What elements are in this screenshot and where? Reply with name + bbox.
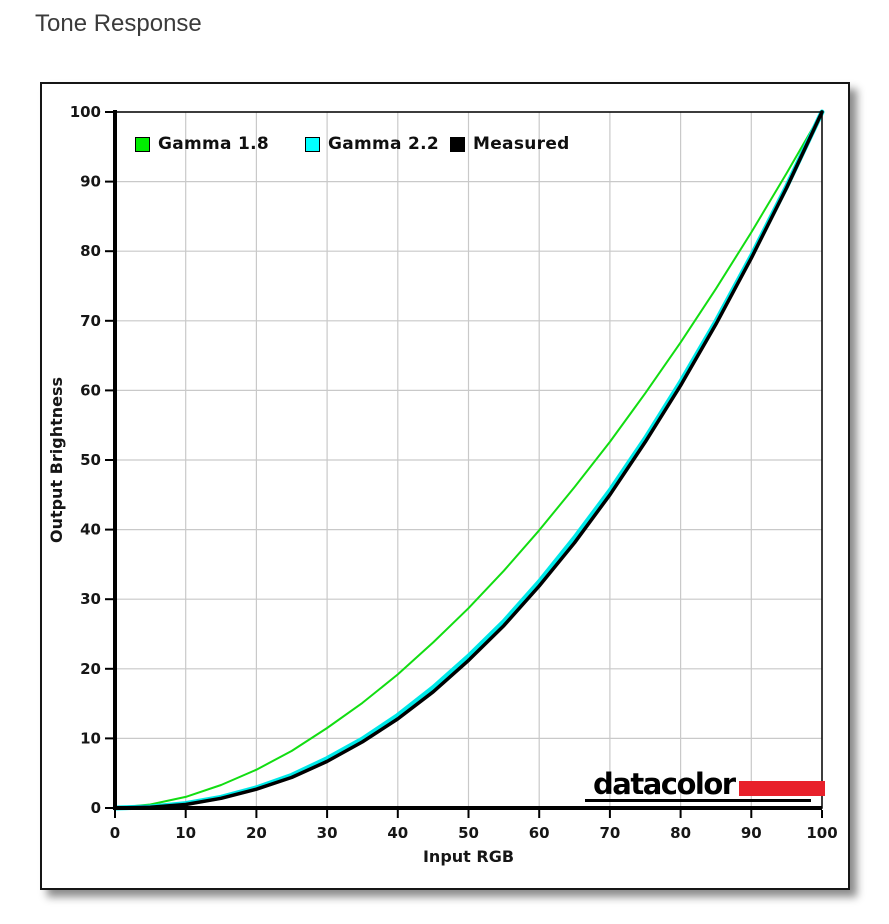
- legend-swatch-measured-icon: [450, 136, 465, 152]
- y-tick-label: 0: [91, 799, 101, 817]
- series-curve-gamma-1-8: [114, 111, 823, 809]
- x-tick-label: 80: [670, 824, 691, 842]
- y-tick-label: 50: [80, 451, 101, 469]
- y-tick-label: 90: [80, 173, 101, 191]
- legend-label-gamma-1-8: Gamma 1.8: [158, 134, 270, 154]
- x-tick-label: 40: [387, 824, 408, 842]
- x-tick-label: 50: [458, 824, 479, 842]
- y-tick-label: 10: [80, 729, 101, 747]
- x-tick-label: 10: [175, 824, 196, 842]
- legend-label-gamma-2-2: Gamma 2.2: [328, 134, 440, 154]
- x-tick-label: 100: [806, 824, 837, 842]
- chart-panel: 0 10 20 30 40 50 60 70 80 90 100 0 10 20 30 40 50 60 70 80 9…: [40, 82, 850, 890]
- x-tick-label: 30: [317, 824, 338, 842]
- legend-item-measured: Measured: [450, 134, 570, 154]
- datacolor-logo: datacolor: [585, 767, 825, 802]
- y-tick-label: 70: [80, 312, 101, 330]
- y-tick-label: 60: [80, 381, 101, 399]
- series-curve-measured: [113, 110, 824, 810]
- x-axis-title: Input RGB: [423, 847, 514, 866]
- y-tick-label: 30: [80, 590, 101, 608]
- datacolor-logo-row: datacolor: [585, 767, 825, 801]
- x-tick-label: 0: [110, 824, 120, 842]
- page-title: Tone Response: [35, 10, 202, 37]
- x-tick-label: 90: [741, 824, 762, 842]
- y-tick-label: 80: [80, 242, 101, 260]
- x-tick-label: 20: [246, 824, 267, 842]
- datacolor-logo-underline: [585, 799, 811, 802]
- legend-item-gamma-2-2: Gamma 2.2: [305, 134, 439, 154]
- y-tick-label: 40: [80, 521, 101, 539]
- datacolor-logo-text: datacolor: [593, 767, 736, 801]
- x-tick-label: 60: [529, 824, 550, 842]
- legend-swatch-gamma-1-8-icon: [135, 136, 150, 152]
- datacolor-logo-red-bar-icon: [738, 781, 825, 796]
- y-tick-label: 100: [70, 103, 101, 121]
- tone-response-chart: 0 10 20 30 40 50 60 70 80 90 100 0 10 20 30 40 50 60 70 80 9…: [47, 103, 838, 866]
- legend-label-measured: Measured: [473, 134, 570, 154]
- y-axis-title: Output Brightness: [47, 377, 66, 543]
- y-tick-label: 20: [80, 660, 101, 678]
- legend-swatch-gamma-2-2-icon: [305, 136, 320, 152]
- legend-item-gamma-1-8: Gamma 1.8: [135, 134, 269, 154]
- x-tick-label: 70: [599, 824, 620, 842]
